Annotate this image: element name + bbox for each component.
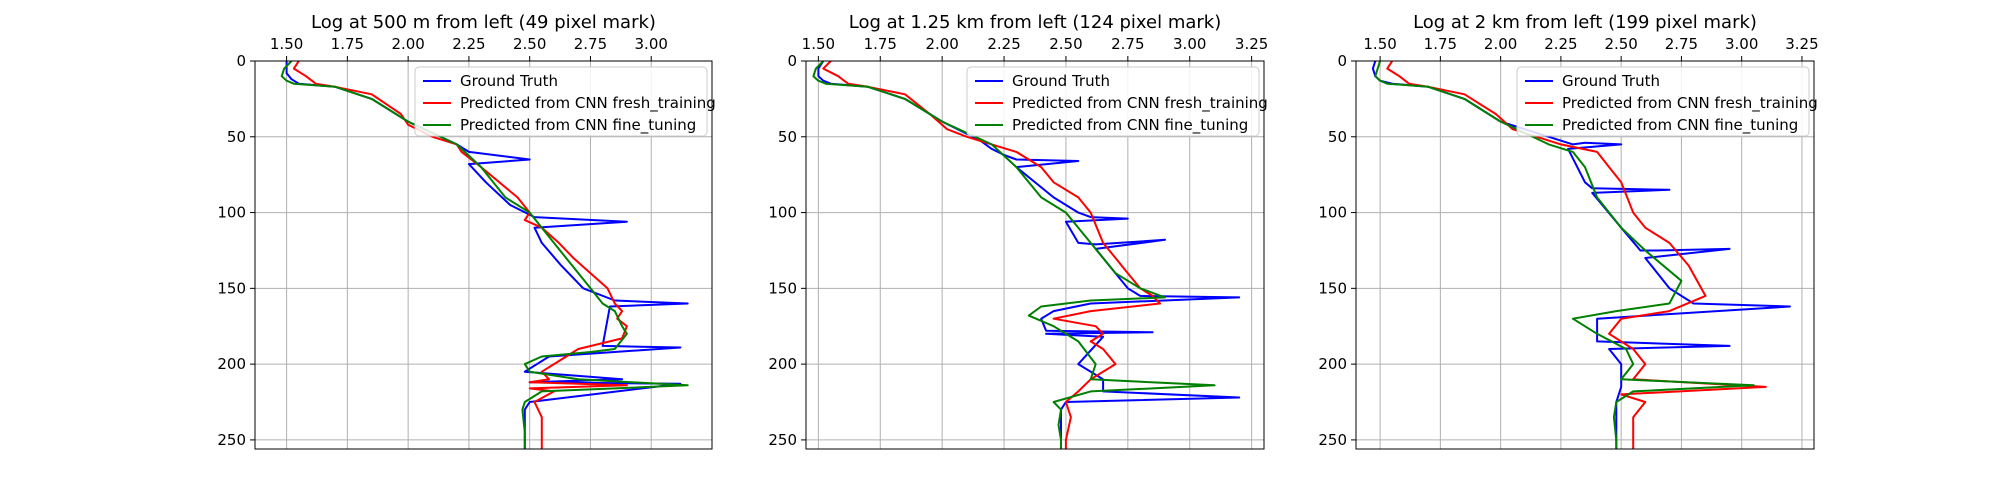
y-tick-label: 200 xyxy=(217,355,246,373)
legend-label-fine-tuning: Predicted from CNN fine_tuning xyxy=(1562,116,1798,135)
y-tick-label: 150 xyxy=(1318,279,1347,297)
series-line-fresh-training xyxy=(822,61,1161,449)
y-tick-label: 100 xyxy=(1318,204,1347,222)
legend-box xyxy=(1516,66,1810,137)
x-tick-label: 2.75 xyxy=(1665,35,1698,53)
axes-frame xyxy=(1355,60,1815,450)
series-line-fine-tuning xyxy=(1374,61,1755,449)
axes-frame xyxy=(805,60,1265,450)
x-tick-label: 2.25 xyxy=(1544,35,1577,53)
x-tick-label: 2.50 xyxy=(1049,35,1082,53)
series-line-fresh-training xyxy=(1386,61,1767,449)
y-tick-label: 100 xyxy=(217,204,246,222)
legend-label-ground-truth: Ground Truth xyxy=(460,72,558,90)
series-line-fine-tuning xyxy=(812,61,1216,449)
x-tick-label: 3.00 xyxy=(1173,35,1206,53)
y-tick-label: 50 xyxy=(1328,128,1347,146)
y-tick-label: 250 xyxy=(217,431,246,449)
legend-box xyxy=(414,66,708,137)
y-tick-label: 0 xyxy=(787,52,797,70)
y-tick-label: 250 xyxy=(768,431,797,449)
chart-panel-2km: Log at 2 km from left (199 pixel mark) 1… xyxy=(1318,12,1819,450)
legend-label-ground-truth: Ground Truth xyxy=(1562,72,1660,90)
x-tick-label: 1.50 xyxy=(270,35,303,53)
x-tick-label: 2.75 xyxy=(574,35,607,53)
series-group xyxy=(280,61,689,449)
x-tick-label: 3.25 xyxy=(1235,35,1268,53)
y-tick-label: 250 xyxy=(1318,431,1347,449)
legend-label-fresh-training: Predicted from CNN fresh_training xyxy=(460,94,716,113)
y-tick-label: 0 xyxy=(236,52,246,70)
y-tick-label: 200 xyxy=(768,355,797,373)
y-tick-label: 0 xyxy=(1337,52,1347,70)
legend-label-fresh-training: Predicted from CNN fresh_training xyxy=(1012,94,1268,113)
chart-title: Log at 2 km from left (199 pixel mark) xyxy=(1413,12,1757,33)
series-line-fine-tuning xyxy=(280,61,689,449)
y-tick-label: 100 xyxy=(768,204,797,222)
y-tick-label: 200 xyxy=(1318,355,1347,373)
x-tick-label: 1.75 xyxy=(1424,35,1457,53)
chart-panel-1-25km: Log at 1.25 km from left (124 pixel mark… xyxy=(768,12,1268,450)
x-tick-label: 1.75 xyxy=(331,35,364,53)
series-group xyxy=(812,61,1241,449)
x-tick-label: 1.50 xyxy=(802,35,835,53)
x-tick-label: 2.00 xyxy=(1484,35,1517,53)
legend-box xyxy=(966,66,1260,137)
y-tick-label: 50 xyxy=(227,128,246,146)
y-tick-label: 50 xyxy=(778,128,797,146)
x-tick-label: 2.25 xyxy=(987,35,1020,53)
x-tick-label: 1.75 xyxy=(864,35,897,53)
x-tick-label: 3.00 xyxy=(635,35,668,53)
legend-label-fresh-training: Predicted from CNN fresh_training xyxy=(1562,94,1818,113)
chart-title: Log at 500 m from left (49 pixel mark) xyxy=(311,12,656,33)
y-tick-label: 150 xyxy=(217,279,246,297)
x-tick-label: 2.00 xyxy=(391,35,424,53)
axes-frame xyxy=(254,60,713,450)
x-tick-label: 2.50 xyxy=(1604,35,1637,53)
x-tick-label: 3.00 xyxy=(1725,35,1758,53)
x-tick-label: 2.50 xyxy=(513,35,546,53)
chart-title: Log at 1.25 km from left (124 pixel mark… xyxy=(849,12,1221,33)
y-tick-label: 150 xyxy=(768,279,797,297)
series-group xyxy=(1371,61,1791,449)
legend-label-fine-tuning: Predicted from CNN fine_tuning xyxy=(1012,116,1248,135)
x-tick-label: 2.25 xyxy=(452,35,485,53)
legend-label-ground-truth: Ground Truth xyxy=(1012,72,1110,90)
legend-label-fine-tuning: Predicted from CNN fine_tuning xyxy=(460,116,696,135)
series-line-fresh-training xyxy=(292,61,628,449)
chart-panel-500m: Log at 500 m from left (49 pixel mark) 1… xyxy=(217,12,716,450)
x-tick-label: 1.50 xyxy=(1363,35,1396,53)
x-tick-label: 2.00 xyxy=(925,35,958,53)
x-tick-label: 3.25 xyxy=(1785,35,1818,53)
x-tick-label: 2.75 xyxy=(1111,35,1144,53)
